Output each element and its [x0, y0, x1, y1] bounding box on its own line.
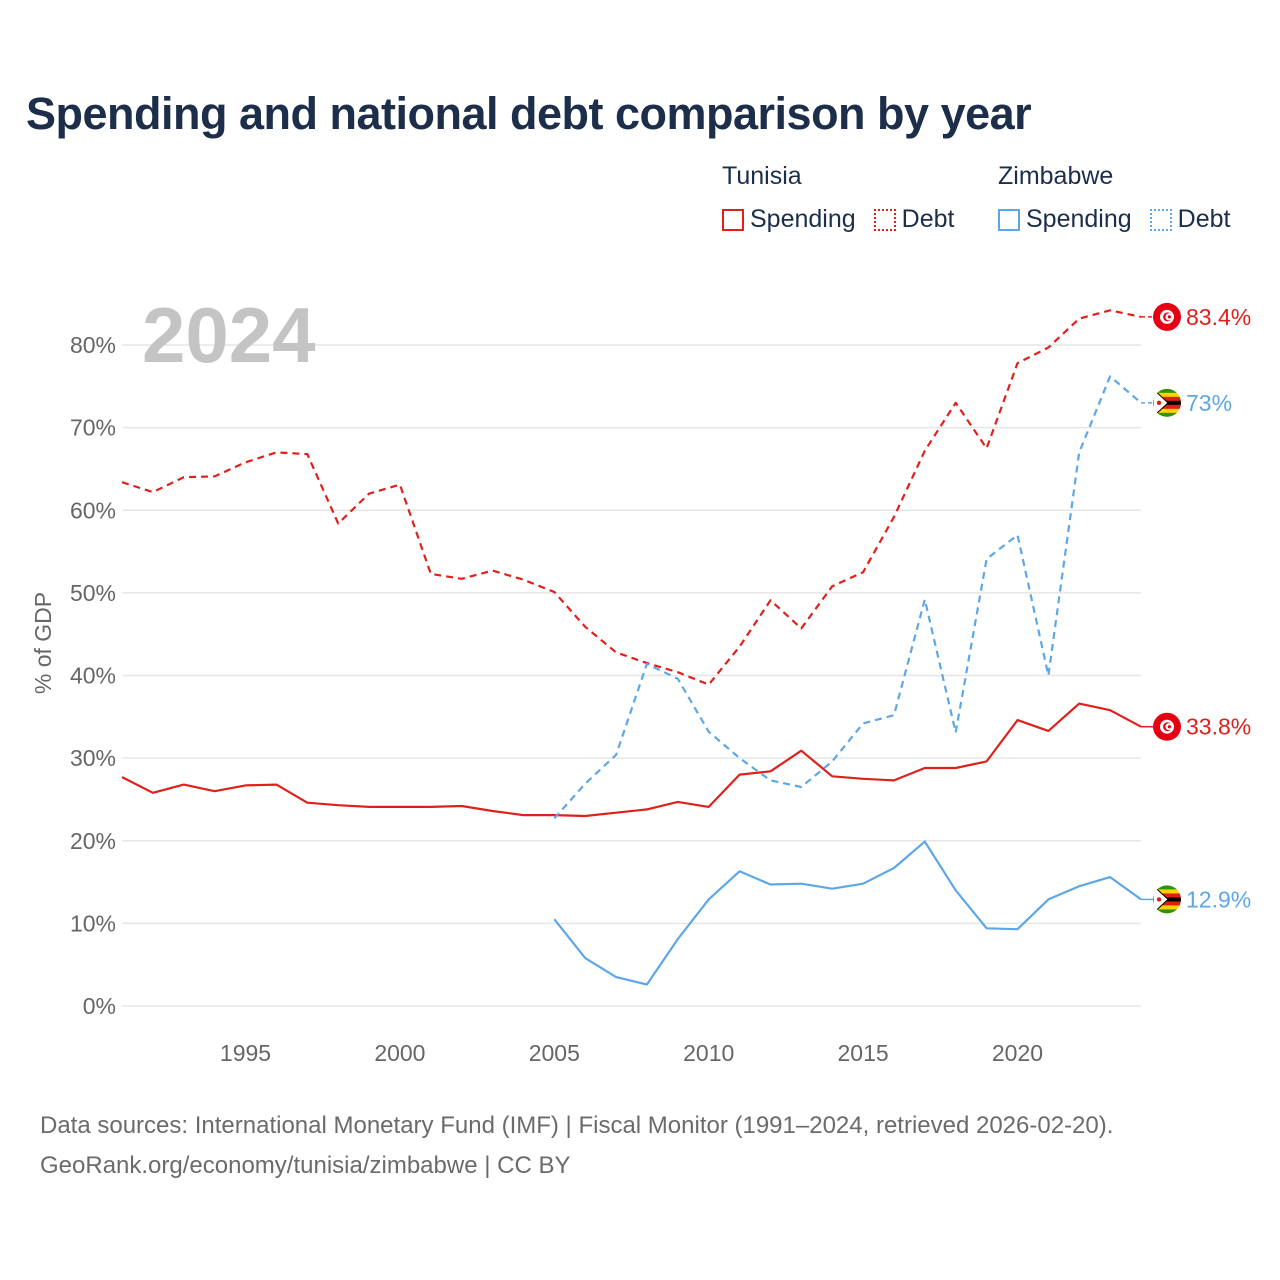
legend-zimbabwe-spending[interactable]: Spending — [998, 205, 1132, 234]
y-tick-label: 60% — [70, 497, 116, 523]
legend-label: Debt — [1177, 205, 1231, 233]
tunisia-flag-icon — [1153, 712, 1181, 741]
flag-stripe — [1153, 404, 1181, 410]
flag-clip — [1153, 885, 1181, 914]
series-line-tunisia-debt — [121, 309, 1142, 686]
legend-zimbabwe: Zimbabwe Spending Debt — [998, 162, 1248, 234]
axes: 0% 10% 20% 30% 40% 50% 60% 70% 80% 1995 2000 2005 20… — [30, 332, 1043, 1066]
y-tick-label: 70% — [70, 415, 116, 441]
footer: Data sources: International Monetary Fun… — [40, 1106, 1113, 1186]
legend-swatch-solid — [722, 208, 744, 231]
legend-swatch-dotted — [1149, 208, 1172, 231]
series — [121, 309, 1142, 986]
flag-stripe — [1153, 885, 1181, 890]
y-tick-label: 30% — [70, 745, 116, 771]
attribution[interactable]: GeoRank.org/economy/tunisia/zimbabwe | C… — [40, 1152, 571, 1179]
legend-tunisia-spending[interactable]: Spending — [722, 205, 856, 234]
y-tick-label: 40% — [70, 663, 116, 689]
grid — [122, 344, 1141, 1007]
year-label: 2024 — [142, 291, 316, 379]
legend-label: Debt — [901, 205, 955, 233]
zimbabwe-flag-icon — [1153, 388, 1181, 417]
y-tick-label: 0% — [83, 993, 116, 1019]
flag-star — [1156, 400, 1162, 406]
series-line-zimbabwe-debt — [553, 375, 1142, 820]
legend-zimbabwe-debt[interactable]: Debt — [1149, 205, 1231, 234]
x-tick-label: 1995 — [220, 1040, 271, 1066]
end-value-label: 73% — [1186, 390, 1232, 416]
legend-label: Spending — [1026, 205, 1132, 233]
flag-stripe — [1153, 893, 1181, 898]
data-source-note: Data sources: International Monetary Fun… — [40, 1112, 1114, 1139]
flag-stripe — [1153, 396, 1181, 402]
x-tick-label: 2015 — [838, 1040, 889, 1066]
chart-title: Spending and national debt comparison by… — [26, 88, 1032, 139]
series-line-zimbabwe-spending — [553, 840, 1142, 986]
flag-stripe — [1153, 905, 1181, 910]
flag-star — [1156, 897, 1162, 902]
flag-stripe — [1153, 889, 1181, 894]
legend-tunisia: Tunisia Spending Debt — [722, 162, 972, 234]
x-tick-label: 2000 — [374, 1040, 425, 1066]
flag-stripe — [1153, 412, 1181, 417]
flag-star — [1167, 315, 1171, 319]
x-tick-label: 2010 — [683, 1040, 734, 1066]
flag-stripe — [1153, 909, 1181, 914]
y-tick-label: 20% — [70, 828, 116, 854]
x-tick-label: 2005 — [529, 1040, 580, 1066]
y-axis-title: % of GDP — [30, 592, 56, 694]
y-tick-label: 10% — [70, 910, 116, 936]
flag-clip — [1153, 388, 1181, 417]
y-tick-label: 50% — [70, 580, 116, 606]
x-tick-label: 2020 — [992, 1040, 1043, 1066]
zimbabwe-flag-icon — [1153, 885, 1181, 914]
legend-country-tunisia: Tunisia — [722, 162, 802, 190]
flag-stripe — [1153, 392, 1181, 398]
end-value-label: 83.4% — [1186, 304, 1251, 330]
flag-stripe — [1153, 901, 1181, 906]
legend-swatch-solid — [998, 208, 1020, 231]
legend-swatch-dotted — [873, 208, 896, 231]
y-tick-label: 80% — [70, 332, 116, 358]
legend-country-zimbabwe: Zimbabwe — [998, 162, 1114, 190]
flag-stripe — [1153, 388, 1181, 394]
flag-stripe — [1153, 408, 1181, 414]
end-value-label: 33.8% — [1186, 714, 1251, 740]
legend-label: Spending — [750, 205, 856, 233]
end-value-label: 12.9% — [1186, 886, 1251, 912]
legend-tunisia-debt[interactable]: Debt — [873, 205, 955, 234]
flag-star — [1167, 725, 1171, 729]
end-markers: 83.4% 33.8% 73% 12.9% — [1141, 302, 1251, 914]
series-line-tunisia-spending — [121, 702, 1142, 818]
tunisia-flag-icon — [1153, 302, 1181, 331]
